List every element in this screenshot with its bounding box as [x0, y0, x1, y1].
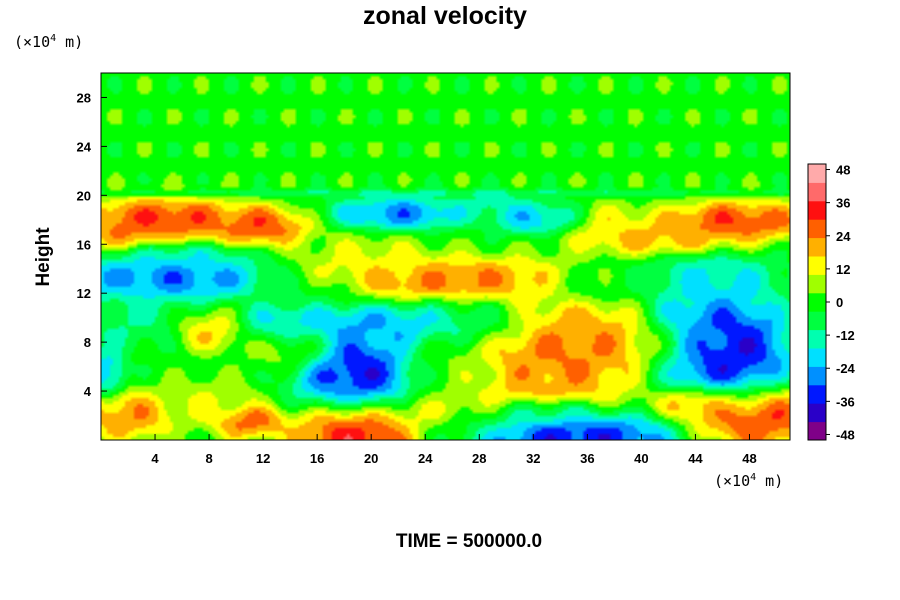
- colorbar-swatch: [808, 256, 826, 275]
- colorbar-swatch: [808, 274, 826, 294]
- x-tick-label: 40: [634, 451, 648, 466]
- x-unit-prefix: (×10: [714, 472, 751, 490]
- y-tick-label: 12: [77, 286, 91, 301]
- x-axis-unit: (×104 m): [714, 472, 783, 490]
- y-unit-prefix: (×10: [14, 33, 51, 51]
- colorbar-tick-label: 12: [836, 262, 850, 277]
- colorbar-tick-label: -24: [836, 361, 856, 376]
- y-tick-label: 20: [77, 188, 91, 203]
- x-tick-label: 16: [310, 451, 324, 466]
- x-tick-label: 8: [205, 451, 212, 466]
- heatmap-field: [101, 73, 790, 440]
- colorbar-tick-label: 0: [836, 295, 843, 310]
- x-tick-label: 48: [742, 451, 756, 466]
- x-axis-ticks: 4 8 12 16 20 24 28 32 36 40 44 48: [151, 434, 757, 466]
- colorbar-swatch: [808, 292, 826, 312]
- x-tick-label: 36: [580, 451, 594, 466]
- colorbar-swatch: [808, 366, 826, 386]
- x-tick-label: 24: [418, 451, 433, 466]
- x-tick-label: 44: [688, 451, 703, 466]
- y-tick-label: 16: [77, 237, 91, 252]
- x-tick-label: 12: [256, 451, 270, 466]
- chart-title: zonal velocity: [363, 2, 527, 30]
- time-label: TIME = 500000.0: [395, 531, 543, 552]
- colorbar-swatch: [808, 348, 826, 367]
- colorbar-swatch: [808, 311, 826, 331]
- y-tick-label: 24: [77, 139, 92, 154]
- colorbar-swatch: [808, 421, 826, 441]
- x-unit-exponent: 4: [750, 472, 757, 483]
- y-unit-exponent: 4: [50, 33, 57, 44]
- x-tick-label: 28: [472, 451, 486, 466]
- colorbar: 48 36 24 12 0 -12 -24 -36 -48: [807, 163, 856, 442]
- colorbar-tick-label: 36: [836, 196, 850, 211]
- y-tick-label: 28: [77, 90, 91, 105]
- colorbar-tick-label: 24: [836, 229, 851, 244]
- colorbar-swatch: [808, 219, 826, 239]
- y-axis-ticks: 4 8 12 16 20 24 28: [77, 90, 107, 399]
- colorbar-tick-label: 48: [836, 163, 850, 178]
- y-unit-suffix: m): [56, 33, 84, 51]
- y-tick-label: 4: [84, 384, 92, 399]
- colorbar-swatch: [808, 329, 826, 349]
- x-tick-label: 32: [526, 451, 540, 466]
- colorbar-swatch: [808, 384, 826, 404]
- x-unit-suffix: m): [756, 472, 784, 490]
- y-axis-unit: (×104 m): [14, 33, 83, 51]
- colorbar-swatch: [808, 200, 826, 220]
- x-tick-label: 4: [151, 451, 159, 466]
- colorbar-tick-label: -12: [836, 328, 855, 343]
- y-tick-label: 8: [84, 335, 91, 350]
- colorbar-tick-label: -36: [836, 394, 855, 409]
- colorbar-swatch: [808, 182, 826, 202]
- colorbar-swatch: [808, 403, 826, 423]
- colorbar-swatch: [808, 164, 826, 183]
- colorbar-tick-label: -48: [836, 427, 855, 442]
- x-tick-label: 20: [364, 451, 378, 466]
- colorbar-swatch: [808, 237, 826, 257]
- plot-frame: [100, 72, 791, 441]
